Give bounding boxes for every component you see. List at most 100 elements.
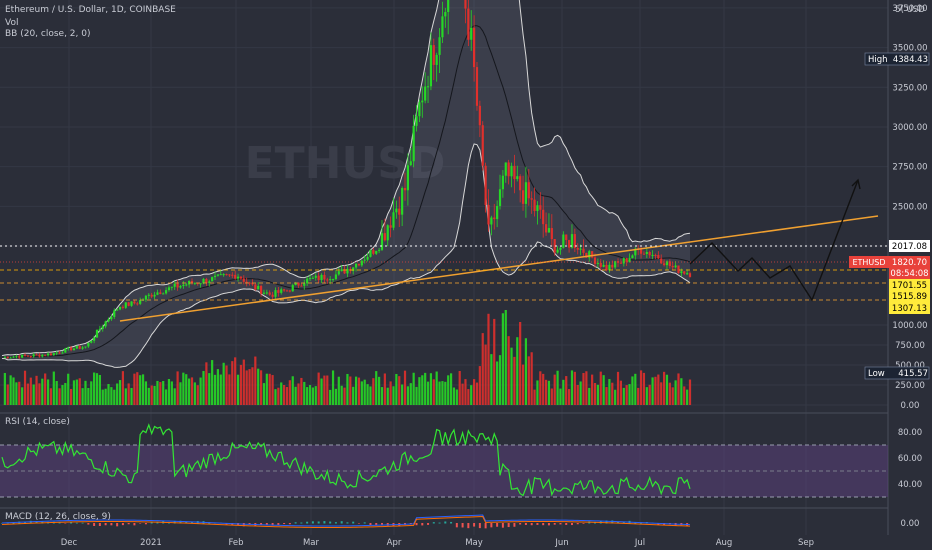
candle-body — [283, 289, 286, 291]
volume-bar — [35, 375, 38, 405]
volume-bar — [136, 372, 139, 405]
volume-bar — [213, 374, 217, 405]
macd-histogram-bar — [553, 523, 556, 525]
volume-bar — [118, 380, 122, 405]
candle-body — [67, 347, 70, 349]
volume-bar — [300, 377, 303, 405]
macd-histogram-bar — [300, 522, 303, 524]
volume-bar — [487, 313, 490, 405]
candle-body — [588, 251, 591, 258]
candle-body — [225, 274, 228, 276]
volume-bar — [657, 374, 660, 405]
macd-histogram-bar — [357, 523, 360, 524]
candle-body — [424, 86, 427, 101]
macd-histogram-bar — [582, 523, 585, 524]
volume-bar — [516, 337, 519, 405]
candle-body — [259, 285, 263, 294]
volume-bar — [441, 381, 444, 405]
candle-body — [496, 205, 499, 220]
candle-body — [582, 248, 585, 253]
candle-body — [622, 258, 625, 264]
candle-body — [127, 302, 130, 306]
macd-histogram-bar — [58, 522, 61, 524]
volume-bar — [637, 387, 640, 405]
volume-bar — [84, 380, 87, 405]
candle-body — [147, 294, 150, 296]
volume-bar — [268, 373, 271, 405]
candle-body — [360, 260, 363, 266]
macd-histogram-bar — [455, 523, 458, 528]
price-tick-label: 750.00 — [895, 341, 925, 351]
volume-bar — [464, 379, 467, 405]
volume-bar — [642, 372, 646, 405]
candle-body — [211, 277, 214, 282]
volume-bar — [283, 384, 286, 405]
candle-body — [144, 295, 148, 300]
candle-body — [297, 282, 300, 286]
volume-bar — [323, 375, 326, 405]
macd-histogram-bar — [173, 520, 176, 524]
volume-bar — [340, 385, 343, 405]
candle-body — [363, 259, 366, 261]
candle-body — [81, 347, 84, 349]
last-price-label: 1820.70 — [892, 258, 927, 268]
candle-body — [124, 302, 127, 308]
volume-bar — [628, 384, 631, 405]
macd-histogram-bar — [81, 522, 84, 524]
candle-body — [688, 273, 692, 277]
volume-bar — [389, 381, 392, 405]
macd-histogram-bar — [340, 521, 343, 524]
trendline — [119, 215, 879, 322]
candle-body — [303, 283, 306, 286]
candle-body — [383, 233, 386, 241]
candle-body — [84, 346, 87, 348]
volume-bar — [608, 379, 611, 405]
macd-histogram-bar — [484, 523, 487, 529]
candle-body — [380, 233, 384, 250]
volume-bar — [271, 375, 274, 405]
volume-bar — [392, 386, 395, 405]
macd-legend: MACD (12, 26, close, 9) — [5, 512, 111, 523]
symbol-tag: ETHUSD — [852, 258, 885, 267]
candle-body — [614, 261, 617, 268]
volume-bar — [23, 370, 27, 405]
candle-body — [654, 254, 657, 256]
macd-histogram-bar — [576, 523, 579, 525]
macd-histogram-bar — [559, 523, 562, 525]
candle-body — [130, 301, 133, 306]
volume-bar — [101, 389, 104, 405]
candle-body — [524, 182, 528, 204]
candle-body — [421, 100, 424, 103]
candle-body — [133, 301, 136, 304]
volume-bar — [536, 380, 539, 405]
volume-bar — [3, 372, 6, 405]
volume-bar — [473, 379, 476, 405]
volume-bar — [634, 373, 637, 405]
candle-body — [69, 347, 73, 351]
candle-body — [18, 356, 21, 358]
macd-histogram-bar — [421, 523, 424, 526]
volume-bar — [12, 377, 15, 405]
candle-body — [686, 273, 689, 275]
volume-bar — [585, 371, 588, 405]
volume-bar — [369, 386, 372, 405]
volume-bar — [455, 389, 458, 405]
volume-bar — [93, 372, 96, 405]
volume-bar — [208, 373, 211, 405]
candle-body — [628, 258, 631, 262]
volume-bar — [277, 387, 280, 405]
candle-body — [190, 280, 194, 284]
candle-body — [403, 188, 407, 191]
volume-bar — [219, 374, 222, 405]
candle-body — [487, 204, 490, 225]
macd-histogram-bar — [334, 522, 337, 524]
volume-bar — [570, 370, 574, 405]
volume-bar — [438, 381, 441, 405]
candle-body — [323, 274, 326, 280]
candle-body — [674, 265, 677, 268]
volume-bar — [378, 376, 381, 405]
volume-bar — [496, 361, 499, 405]
volume-bar — [72, 380, 76, 405]
volume-bar — [334, 388, 338, 405]
volume-bar — [596, 384, 599, 405]
